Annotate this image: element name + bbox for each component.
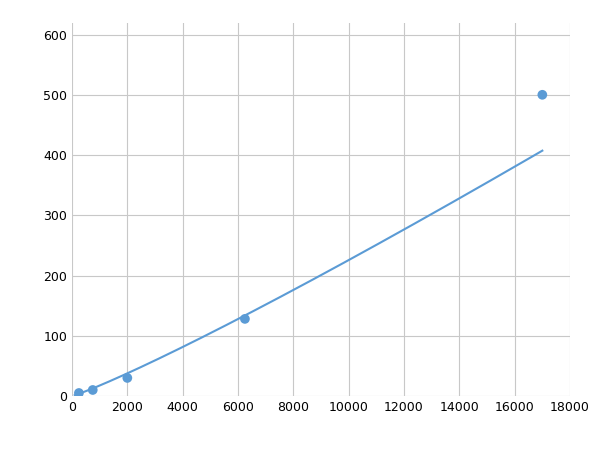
Point — [240, 315, 250, 323]
Point — [88, 387, 98, 394]
Point — [74, 389, 84, 396]
Point — [122, 374, 132, 382]
Point — [538, 91, 547, 99]
